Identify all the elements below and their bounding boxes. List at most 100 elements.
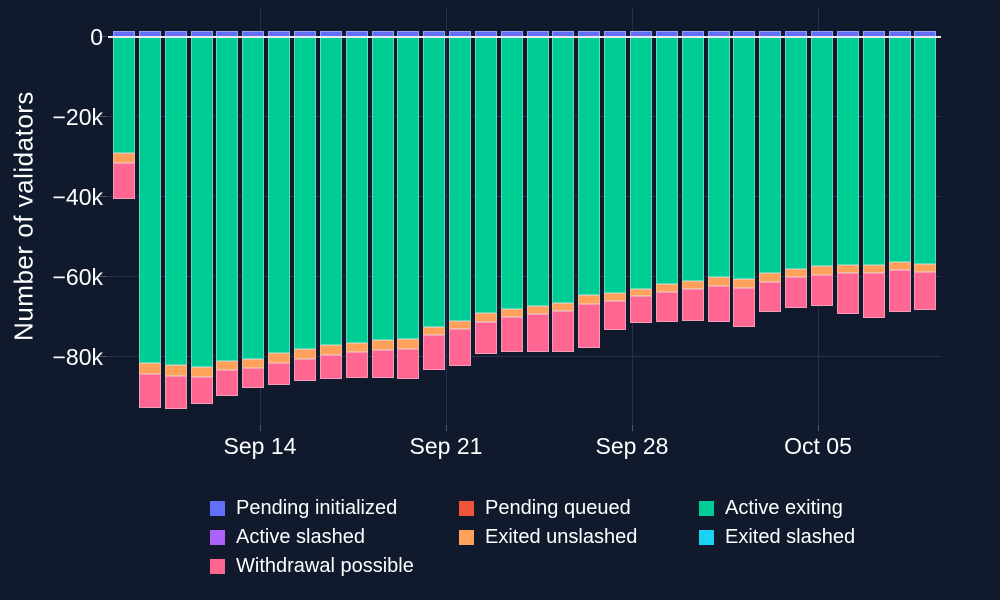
bar-oct-01[interactable] [681, 30, 704, 321]
bar-segment-active-exiting[interactable] [371, 36, 394, 341]
bar-segment-exited-unslashed[interactable] [474, 313, 497, 322]
bar-segment-active-exiting[interactable] [190, 36, 213, 367]
bar-segment-withdrawal-possible[interactable] [759, 281, 782, 313]
bar-segment-exited-unslashed[interactable] [371, 340, 394, 351]
bar-sep-15[interactable] [268, 30, 291, 385]
bar-segment-exited-unslashed[interactable] [113, 152, 135, 163]
bar-oct-06[interactable] [810, 30, 833, 307]
bar-segment-active-exiting[interactable] [630, 36, 652, 290]
bar-sep-29[interactable] [630, 30, 652, 324]
bar-segment-exited-unslashed[interactable] [604, 292, 627, 301]
bar-segment-exited-unslashed[interactable] [888, 261, 911, 271]
bar-sep-18[interactable] [345, 30, 368, 379]
bar-segment-active-exiting[interactable] [836, 36, 859, 265]
bar-sep-30[interactable] [655, 30, 678, 322]
bar-segment-active-exiting[interactable] [138, 36, 161, 364]
bar-sep-22[interactable] [449, 30, 472, 367]
bar-sep-19[interactable] [371, 30, 394, 379]
bar-segment-active-exiting[interactable] [733, 36, 756, 280]
legend-item-withdrawal-possible[interactable]: Withdrawal possible [210, 555, 459, 577]
bar-segment-withdrawal-possible[interactable] [604, 300, 627, 331]
bar-segment-withdrawal-possible[interactable] [138, 374, 161, 408]
bar-segment-exited-unslashed[interactable] [630, 289, 652, 297]
bar-segment-active-exiting[interactable] [759, 36, 782, 273]
bar-segment-exited-unslashed[interactable] [138, 363, 161, 375]
bar-segment-active-exiting[interactable] [345, 36, 368, 343]
bar-oct-09[interactable] [888, 30, 911, 312]
legend-item-active-exiting[interactable]: Active exiting [699, 497, 855, 519]
bar-segment-exited-unslashed[interactable] [268, 353, 291, 364]
bar-segment-active-exiting[interactable] [113, 36, 135, 153]
legend-item-exited-unslashed[interactable]: Exited unslashed [459, 526, 699, 548]
bar-segment-withdrawal-possible[interactable] [836, 273, 859, 315]
bar-sep-25[interactable] [526, 30, 549, 353]
bar-segment-withdrawal-possible[interactable] [371, 350, 394, 379]
bar-segment-withdrawal-possible[interactable] [345, 351, 368, 379]
bar-segment-active-exiting[interactable] [655, 36, 678, 285]
bar-segment-active-exiting[interactable] [216, 36, 239, 361]
bar-segment-exited-unslashed[interactable] [810, 266, 833, 275]
bar-segment-exited-unslashed[interactable] [526, 306, 549, 315]
bar-segment-exited-unslashed[interactable] [836, 264, 859, 274]
bar-oct-03[interactable] [733, 30, 756, 328]
bar-segment-withdrawal-possible[interactable] [397, 348, 420, 379]
bar-segment-withdrawal-possible[interactable] [655, 292, 678, 322]
legend-item-pending-queued[interactable]: Pending queued [459, 497, 699, 519]
bar-segment-exited-unslashed[interactable] [293, 348, 316, 359]
bar-oct-08[interactable] [862, 30, 885, 319]
bar-segment-withdrawal-possible[interactable] [785, 277, 808, 309]
bar-segment-withdrawal-possible[interactable] [449, 329, 472, 367]
bar-segment-exited-unslashed[interactable] [785, 268, 808, 278]
bar-segment-exited-unslashed[interactable] [319, 344, 342, 355]
bar-segment-withdrawal-possible[interactable] [190, 377, 213, 405]
bar-segment-exited-unslashed[interactable] [423, 326, 446, 335]
bar-sep-11[interactable] [164, 30, 187, 409]
bar-sep-10[interactable] [138, 30, 161, 408]
bar-sep-17[interactable] [319, 30, 342, 380]
legend-item-pending-initialized[interactable]: Pending initialized [210, 497, 459, 519]
bar-segment-active-exiting[interactable] [862, 36, 885, 265]
bar-sep-16[interactable] [293, 30, 316, 381]
bar-oct-05[interactable] [785, 30, 808, 309]
bar-segment-withdrawal-possible[interactable] [164, 375, 187, 409]
bar-segment-exited-unslashed[interactable] [759, 272, 782, 282]
bar-segment-exited-unslashed[interactable] [345, 342, 368, 352]
bar-segment-active-exiting[interactable] [449, 36, 472, 321]
bar-sep-21[interactable] [423, 30, 446, 371]
bar-segment-exited-unslashed[interactable] [578, 294, 601, 305]
bar-segment-exited-unslashed[interactable] [914, 264, 937, 273]
bar-sep-24[interactable] [500, 30, 523, 353]
bar-sep-13[interactable] [216, 30, 239, 396]
bar-segment-exited-unslashed[interactable] [707, 277, 730, 287]
bar-segment-withdrawal-possible[interactable] [888, 270, 911, 312]
bar-sep-27[interactable] [578, 30, 601, 349]
bar-oct-04[interactable] [759, 30, 782, 313]
bar-segment-active-exiting[interactable] [681, 36, 704, 281]
bar-sep-20[interactable] [397, 30, 420, 379]
bar-oct-02[interactable] [707, 30, 730, 323]
bar-segment-active-exiting[interactable] [319, 36, 342, 345]
bar-segment-withdrawal-possible[interactable] [319, 354, 342, 380]
bar-segment-withdrawal-possible[interactable] [268, 363, 291, 385]
bar-segment-active-exiting[interactable] [888, 36, 911, 262]
bar-segment-withdrawal-possible[interactable] [707, 286, 730, 323]
bar-segment-active-exiting[interactable] [474, 36, 497, 314]
bar-segment-active-exiting[interactable] [785, 36, 808, 269]
bar-segment-active-exiting[interactable] [914, 36, 937, 265]
legend-item-active-slashed[interactable]: Active slashed [210, 526, 459, 548]
bar-sep-12[interactable] [190, 30, 213, 405]
bar-segment-active-exiting[interactable] [526, 36, 549, 307]
legend-item-exited-slashed[interactable]: Exited slashed [699, 526, 855, 548]
bar-segment-withdrawal-possible[interactable] [113, 162, 135, 199]
bar-segment-active-exiting[interactable] [578, 36, 601, 295]
bar-segment-exited-unslashed[interactable] [681, 280, 704, 289]
bar-segment-withdrawal-possible[interactable] [474, 321, 497, 355]
bar-segment-active-exiting[interactable] [164, 36, 187, 365]
bar-segment-withdrawal-possible[interactable] [293, 358, 316, 381]
bar-segment-active-exiting[interactable] [293, 36, 316, 349]
bar-segment-exited-unslashed[interactable] [216, 360, 239, 371]
bar-segment-exited-unslashed[interactable] [164, 364, 187, 376]
bar-segment-exited-unslashed[interactable] [862, 264, 885, 274]
bar-oct-10[interactable] [914, 30, 937, 311]
bar-segment-exited-unslashed[interactable] [500, 309, 523, 318]
